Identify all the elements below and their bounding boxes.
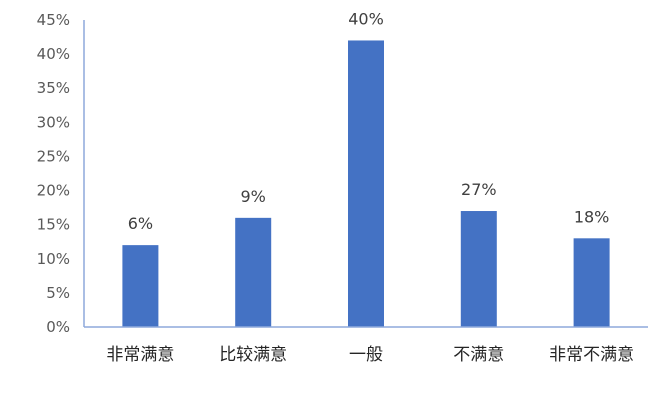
bar xyxy=(122,245,159,327)
category-label: 一般 xyxy=(349,345,383,365)
y-tick-label: 40% xyxy=(37,45,70,63)
category-labels: 非常满意 比较满意 一般 不满意 非常不满意 xyxy=(106,345,634,365)
data-label: 18% xyxy=(574,207,610,226)
bar xyxy=(348,40,384,327)
category-label: 不满意 xyxy=(453,345,504,365)
category-label: 非常满意 xyxy=(106,345,174,365)
y-tick-label: 0% xyxy=(46,318,70,336)
data-label: 9% xyxy=(241,187,266,206)
y-tick-label: 20% xyxy=(37,182,70,200)
y-tick-label: 45% xyxy=(37,11,70,29)
y-tick-label: 35% xyxy=(37,79,70,97)
category-label: 非常不满意 xyxy=(549,345,634,365)
data-label: 27% xyxy=(461,180,497,199)
bars xyxy=(122,40,610,327)
y-axis-ticks: 0% 5% 10% 15% 20% 25% 30% 35% 40% 45% xyxy=(37,11,70,336)
bar xyxy=(235,217,272,327)
bar xyxy=(460,211,497,327)
y-tick-label: 25% xyxy=(37,147,70,165)
data-labels: 6% 9% 40% 27% 18% xyxy=(128,9,610,233)
category-label: 比较满意 xyxy=(219,345,287,365)
y-tick-label: 30% xyxy=(37,113,70,131)
data-label: 6% xyxy=(128,214,153,233)
bar xyxy=(573,238,610,327)
data-label: 40% xyxy=(348,9,384,28)
y-tick-label: 15% xyxy=(37,216,70,234)
y-tick-label: 10% xyxy=(37,250,70,268)
y-tick-label: 5% xyxy=(46,284,70,302)
